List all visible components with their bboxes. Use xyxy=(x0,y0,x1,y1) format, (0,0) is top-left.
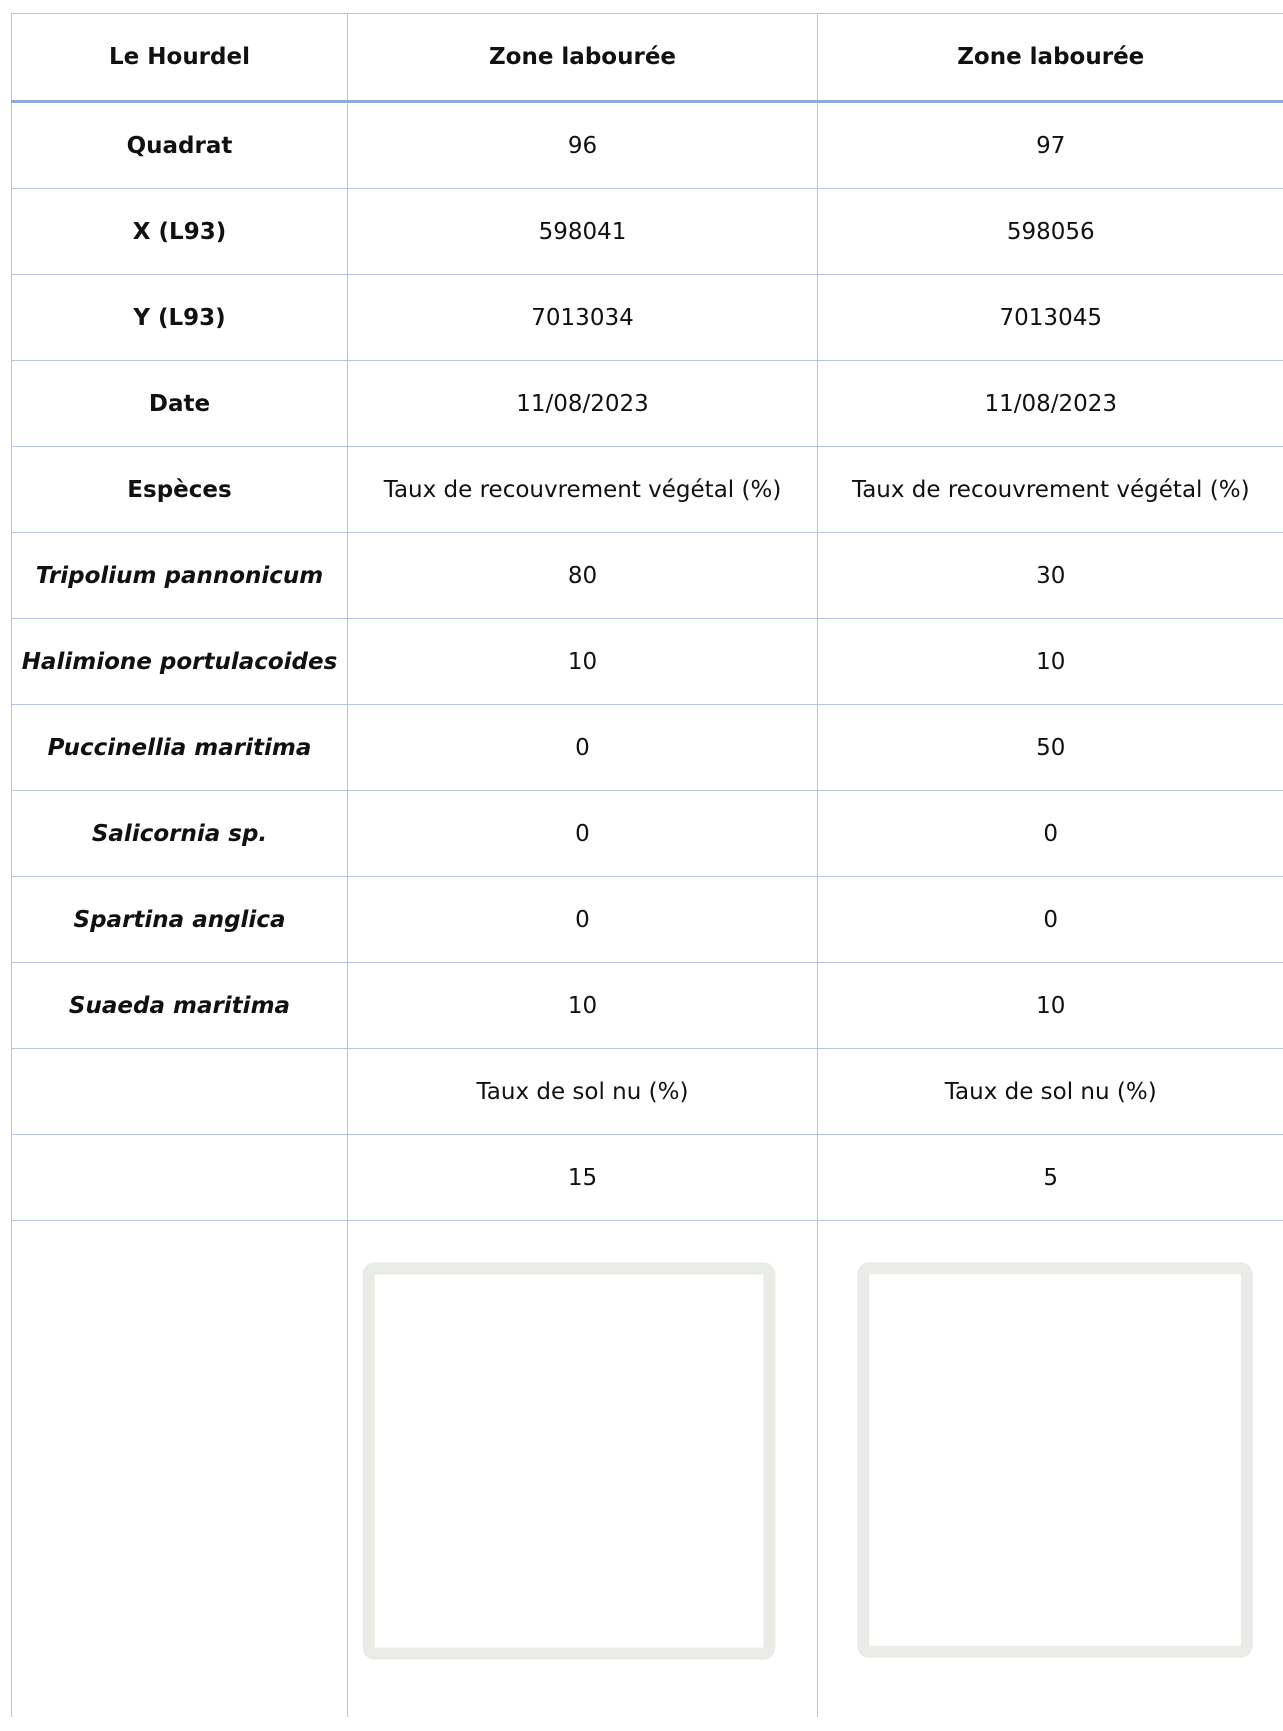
table-row: Spartina anglica 0 0 xyxy=(11,876,1283,963)
cell: 0 xyxy=(347,876,818,963)
table-row: Taux de sol nu (%) Taux de sol nu (%) xyxy=(11,1048,1283,1135)
cell: 7013034 xyxy=(347,274,818,361)
row-label: Espèces xyxy=(11,446,348,533)
cell: 0 xyxy=(347,704,818,791)
row-label: Y (L93) xyxy=(11,274,348,361)
table-row: Y (L93) 7013034 7013045 xyxy=(11,274,1283,361)
cell: 15 xyxy=(347,1134,818,1221)
row-label: Puccinellia maritima xyxy=(11,704,348,791)
cell: 80 xyxy=(347,532,818,619)
cell: 0 xyxy=(817,876,1283,963)
cell: Taux de sol nu (%) xyxy=(817,1048,1283,1135)
cell: 96 xyxy=(347,101,818,189)
cell: Taux de sol nu (%) xyxy=(347,1048,818,1135)
cell: Taux de recouvrement végétal (%) xyxy=(347,446,818,533)
table-row: Espèces Taux de recouvrement végétal (%) T… xyxy=(11,446,1283,533)
header-cell: Le Hourdel xyxy=(11,13,348,103)
cell: 30 xyxy=(817,532,1283,619)
table-row: Tripolium pannonicum 80 30 xyxy=(11,532,1283,619)
photo-cell xyxy=(817,1220,1283,1717)
table-row: 15 5 xyxy=(11,1134,1283,1221)
cell: 97 xyxy=(817,101,1283,189)
photo-cell xyxy=(336,1220,818,1717)
cell: Taux de recouvrement végétal (%) xyxy=(817,446,1283,533)
cell: 0 xyxy=(817,790,1283,877)
cell: 598056 xyxy=(817,188,1283,275)
cell: 10 xyxy=(817,962,1283,1049)
row-label: Spartina anglica xyxy=(11,876,348,963)
quadrat-photo xyxy=(336,1237,802,1685)
cell: 10 xyxy=(347,618,818,705)
row-label: Halimione portulacoides xyxy=(11,618,348,705)
cell: 50 xyxy=(817,704,1283,791)
row-label xyxy=(11,1134,348,1221)
cell: 598041 xyxy=(347,188,818,275)
row-label: X (L93) xyxy=(11,188,348,275)
cell: 10 xyxy=(817,618,1283,705)
empty-cell xyxy=(11,1220,348,1717)
table-row: Salicornia sp. 0 0 xyxy=(11,790,1283,877)
cell: 5 xyxy=(817,1134,1283,1221)
table-row: X (L93) 598041 598056 xyxy=(11,188,1283,275)
row-label: Quadrat xyxy=(11,101,348,189)
table-row: Puccinellia maritima 0 50 xyxy=(11,704,1283,791)
table-row: Suaeda maritima 10 10 xyxy=(11,962,1283,1049)
header-cell: Zone labourée xyxy=(347,13,818,103)
data-table: Le Hourdel Zone labourée Zone labourée Quad… xyxy=(11,13,1283,1717)
cell: 11/08/2023 xyxy=(817,360,1283,447)
table-row: Halimione portulacoides 10 10 xyxy=(11,618,1283,705)
table-row: Quadrat 96 97 xyxy=(11,101,1283,189)
photo-row xyxy=(11,1220,1283,1717)
header-cell: Zone labourée xyxy=(817,13,1283,103)
cell: 7013045 xyxy=(817,274,1283,361)
row-label xyxy=(11,1048,348,1135)
header-row: Le Hourdel Zone labourée Zone labourée xyxy=(11,13,1283,103)
cell: 11/08/2023 xyxy=(347,360,818,447)
row-label: Date xyxy=(11,360,348,447)
row-label: Salicornia sp. xyxy=(11,790,348,877)
cell: 10 xyxy=(347,962,818,1049)
row-label: Suaeda maritima xyxy=(11,962,348,1049)
table-body: Le Hourdel Zone labourée Zone labourée Quad… xyxy=(11,13,1283,1717)
quadrat-photo xyxy=(832,1237,1278,1683)
cell: 0 xyxy=(347,790,818,877)
row-label: Tripolium pannonicum xyxy=(11,532,348,619)
table-row: Date 11/08/2023 11/08/2023 xyxy=(11,360,1283,447)
